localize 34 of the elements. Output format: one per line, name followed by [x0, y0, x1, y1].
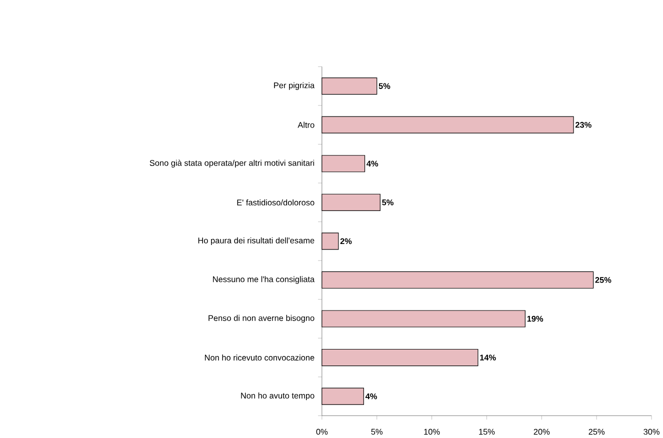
bar: [322, 116, 574, 134]
bar: [322, 388, 364, 405]
data-label: 25%: [595, 277, 612, 283]
y-tick-label: E' fastidioso/doloroso: [237, 199, 314, 206]
y-tick-label: Per pigrizia: [274, 82, 315, 90]
x-tick-label: 15%: [479, 428, 495, 435]
y-tick-label: Nessuno me l'ha consigliata: [213, 276, 315, 284]
data-label: 5%: [378, 83, 390, 89]
x-tick-label: 25%: [588, 428, 605, 435]
bar: [322, 194, 380, 212]
x-tick-label: 20%: [534, 428, 550, 435]
data-label: 2%: [340, 238, 352, 244]
bar: [322, 155, 366, 172]
y-tick-label: Sono già stata operata/per altri motivi sanitari: [150, 160, 314, 168]
data-label: 19%: [527, 316, 544, 322]
y-tick-label: Altro: [298, 122, 314, 128]
bar: [322, 310, 526, 328]
data-label: 4%: [365, 393, 378, 400]
x-tick-label: 5%: [371, 428, 383, 435]
y-tick-label: Non ho avuto tempo: [241, 392, 314, 400]
x-tick-label: 0%: [316, 428, 328, 435]
data-label: 5%: [382, 200, 394, 206]
x-tick-label: 10%: [424, 428, 440, 435]
data-label: 23%: [575, 122, 592, 128]
data-label: 4%: [366, 160, 378, 167]
bar: [322, 349, 478, 366]
y-tick-label: Ho paura dei risultati dell'esame: [198, 237, 314, 246]
bar: [322, 78, 378, 95]
bar: [322, 232, 339, 250]
data-label: 14%: [480, 354, 496, 360]
y-tick-label: Non ho ricevuto convocazione: [204, 354, 314, 361]
bar: [322, 271, 594, 289]
x-tick-label: 30%: [644, 428, 660, 435]
y-tick-label: Penso di non averne bisogno: [208, 314, 314, 323]
